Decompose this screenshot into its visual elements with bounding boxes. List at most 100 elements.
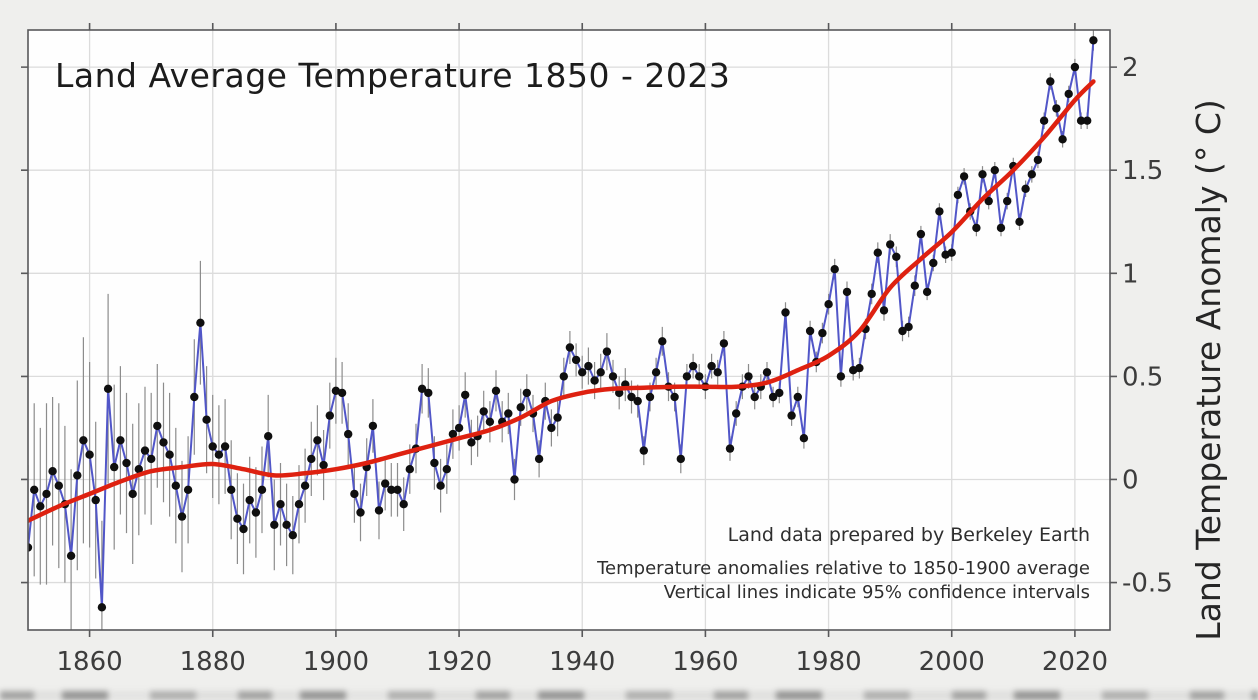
- data-point: [202, 415, 211, 424]
- data-point: [356, 508, 365, 517]
- data-point: [916, 229, 926, 239]
- data-point: [270, 520, 279, 529]
- data-point: [959, 172, 969, 181]
- x-tick-label: 1980: [796, 647, 862, 677]
- data-point: [430, 458, 439, 468]
- data-point: [910, 281, 919, 290]
- data-point: [448, 429, 458, 439]
- data-point: [571, 355, 581, 365]
- data-point: [245, 495, 254, 505]
- data-point: [91, 495, 100, 505]
- data-point: [319, 460, 328, 470]
- data-point: [30, 485, 39, 494]
- data-point: [1083, 116, 1092, 125]
- data-point: [695, 372, 704, 381]
- data-point: [830, 265, 839, 274]
- data-point: [553, 413, 562, 422]
- data-point: [1046, 77, 1055, 86]
- data-point: [725, 444, 735, 453]
- data-point: [824, 300, 833, 309]
- data-point: [147, 454, 156, 464]
- data-point: [42, 489, 51, 499]
- annotation-baseline-note: Temperature anomalies relative to 1850-1…: [597, 558, 1090, 579]
- data-point: [227, 485, 236, 494]
- data-point: [559, 372, 568, 381]
- data-point: [750, 392, 759, 402]
- data-point: [97, 603, 107, 612]
- data-point: [257, 485, 267, 494]
- data-point: [387, 485, 396, 494]
- plot-border: [27, 29, 1111, 631]
- data-point: [935, 207, 944, 216]
- annotation-block: Land data prepared by Berkeley Earth Tem…: [597, 524, 1090, 603]
- data-point: [990, 166, 999, 175]
- data-point: [264, 432, 273, 441]
- data-point: [590, 376, 599, 385]
- data-point: [325, 411, 334, 420]
- data-point: [313, 436, 322, 445]
- data-point: [510, 475, 519, 484]
- data-point: [208, 442, 217, 451]
- data-point: [633, 396, 642, 406]
- data-point: [744, 372, 753, 381]
- data-point: [645, 392, 655, 402]
- data-point: [479, 407, 488, 416]
- data-point: [732, 409, 741, 418]
- data-point: [159, 438, 168, 447]
- chart-title: Land Average Temperature 1850 - 2023: [55, 56, 731, 95]
- data-point: [886, 240, 895, 249]
- data-point: [442, 465, 451, 474]
- data-point: [171, 481, 180, 490]
- x-tick-label: 1860: [57, 647, 123, 677]
- data-point: [350, 489, 359, 499]
- x-tick-label: 1940: [549, 647, 615, 677]
- data-point: [288, 531, 297, 540]
- data-point: [775, 388, 784, 398]
- data-point: [898, 326, 907, 336]
- y-tick-label: 0: [1122, 466, 1139, 496]
- axis-ticks: [21, 23, 1117, 637]
- data-point: [1076, 116, 1086, 125]
- data-point: [1039, 116, 1049, 125]
- data-point: [436, 481, 445, 490]
- data-point: [972, 223, 981, 233]
- data-point: [879, 306, 889, 315]
- data-point: [1070, 62, 1080, 72]
- data-point: [565, 343, 575, 352]
- data-point: [424, 388, 433, 398]
- data-point: [596, 368, 605, 377]
- y-tick-label: 1.5: [1122, 156, 1163, 186]
- data-point: [220, 442, 230, 451]
- data-point: [602, 347, 612, 356]
- data-point: [300, 481, 310, 490]
- data-point: [454, 423, 464, 433]
- data-point: [337, 388, 347, 398]
- data-point: [1052, 104, 1061, 113]
- data-point: [584, 361, 593, 371]
- data-point: [658, 337, 667, 346]
- data-point: [805, 326, 815, 336]
- data-point: [1033, 155, 1043, 165]
- data-point: [381, 479, 390, 488]
- data-point: [842, 287, 852, 297]
- grid-lines: [28, 30, 1110, 630]
- data-point: [294, 500, 304, 509]
- data-point: [1064, 89, 1073, 99]
- data-point: [953, 190, 963, 200]
- plot-area: [28, 30, 1110, 630]
- data-point: [28, 543, 33, 552]
- data-point: [54, 481, 63, 490]
- data-point: [713, 368, 722, 377]
- x-tick-label: 1880: [180, 647, 246, 677]
- data-point: [116, 436, 125, 445]
- data-point: [485, 417, 495, 426]
- data-point: [929, 258, 938, 268]
- y-axis-label: Land Temperature Anomaly (° C): [1189, 99, 1228, 641]
- data-point: [344, 429, 353, 439]
- data-point: [1058, 135, 1067, 144]
- data-point: [996, 223, 1006, 233]
- data-point: [1021, 184, 1030, 193]
- data-point: [110, 462, 119, 472]
- x-tick-label: 1920: [426, 647, 492, 677]
